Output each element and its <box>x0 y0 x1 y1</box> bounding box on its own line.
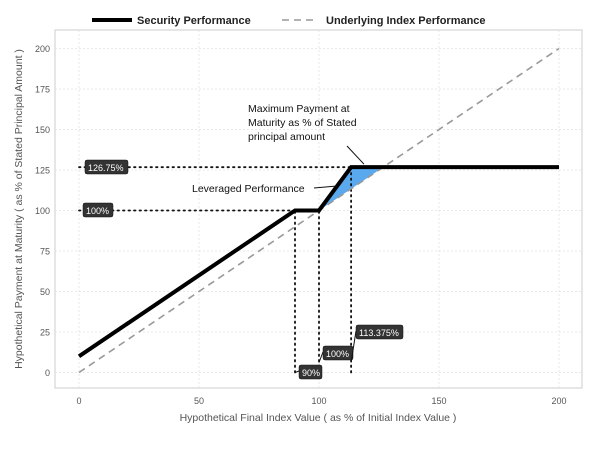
y-tick-label: 75 <box>40 247 50 257</box>
y-tick-label: 25 <box>40 328 50 338</box>
y-tick-label: 0 <box>45 368 50 378</box>
annotation-pointer-leveraged <box>313 185 338 189</box>
annotations: Maximum Payment at Maturity as % of State… <box>192 103 365 195</box>
x-tick-label: 0 <box>76 396 81 406</box>
value-label-box <box>82 202 114 218</box>
y-tick-label: 100 <box>35 206 50 216</box>
annotation-text-max-payment: Maximum Payment at <box>248 103 350 115</box>
value-label-leader <box>294 370 300 373</box>
x-tick-label: 100 <box>311 396 326 406</box>
y-tick-label: 150 <box>35 125 50 135</box>
value-label-leader <box>318 351 324 363</box>
value-label-text: 126.75% <box>88 163 124 173</box>
legend-label-security: Security Performance <box>137 15 251 27</box>
x-axis-title: Hypothetical Final Index Value ( as % of… <box>180 412 457 424</box>
annotation-text-leveraged: Leveraged Performance <box>192 183 305 195</box>
x-tick-label: 150 <box>431 396 446 406</box>
ticks: 0 25 50 75 100 125 150 175 200 0 50 100 150 200 <box>35 44 567 406</box>
value-label-text: 90% <box>302 368 320 378</box>
legend-label-index: Underlying Index Performance <box>326 15 486 27</box>
annotation-text-max-payment: principal amount <box>248 131 325 143</box>
value-label-box <box>84 159 129 175</box>
y-axis-title: Hypothetical Payment at Maturity ( as % … <box>13 49 25 369</box>
y-tick-label: 175 <box>35 85 50 95</box>
value-label-text: 100% <box>86 206 109 216</box>
value-label-leader <box>350 330 357 363</box>
value-label-text: 113.375% <box>359 328 399 338</box>
annotation-text-max-payment: Maturity as % of Stated <box>248 117 357 129</box>
series-group <box>77 47 560 374</box>
value-labels: 126.75% 100% 90% 100% 113.375% <box>82 159 404 380</box>
y-tick-label: 125 <box>35 166 50 176</box>
y-tick-label: 50 <box>40 287 50 297</box>
value-label-box <box>298 364 323 380</box>
series-line-security <box>77 165 559 358</box>
legend: Security Performance Underlying Index Pe… <box>92 15 486 27</box>
value-label-text: 100% <box>326 349 349 359</box>
y-tick-label: 200 <box>35 44 50 54</box>
x-tick-label: 50 <box>194 396 204 406</box>
value-label-box <box>355 324 404 340</box>
annotation-pointer-max-payment <box>346 145 365 165</box>
x-tick-label: 200 <box>551 396 566 406</box>
